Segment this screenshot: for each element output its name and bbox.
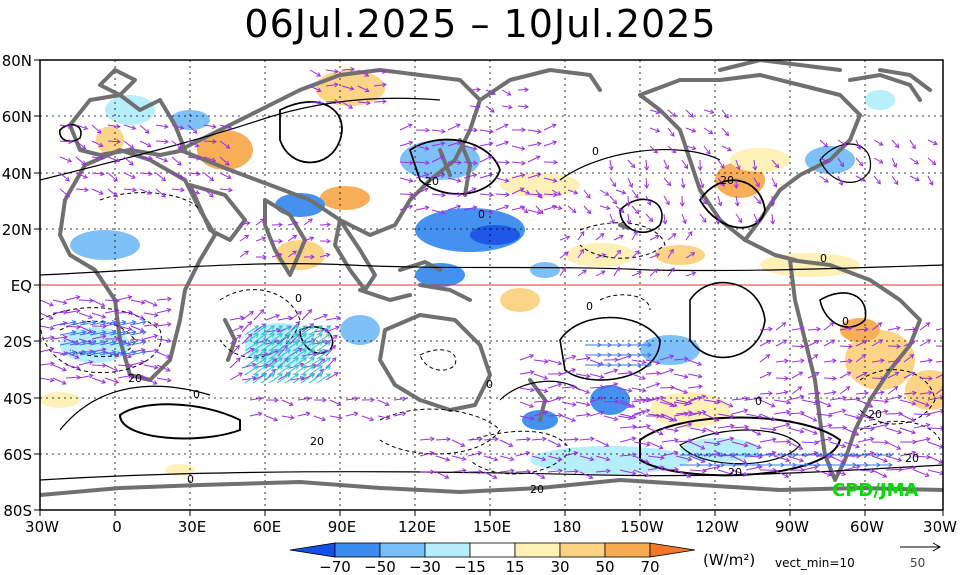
colorbar-segment: [514, 542, 561, 558]
colorbar-tick-label: 70: [640, 558, 659, 575]
colorbar-tick-label: 15: [505, 558, 524, 575]
contour-label: 20: [128, 372, 142, 385]
contour-label: 0: [193, 388, 200, 401]
units-label: (W/m²): [703, 551, 756, 569]
lon-label: 30W: [25, 518, 59, 536]
colorbar-segment: [469, 542, 516, 558]
contour-label: 20: [530, 483, 544, 496]
lon-label: 150E: [473, 518, 511, 536]
lat-label: EQ: [11, 277, 32, 295]
lon-label: 60E: [253, 518, 282, 536]
credit-label: CPD/JMA: [832, 480, 919, 501]
contour-label: 20: [728, 466, 742, 479]
contour-label: 20: [868, 408, 882, 421]
colorbar-tick-label: −30: [409, 558, 441, 575]
lat-label: 80S: [3, 502, 32, 520]
colorbar-segment: [559, 542, 606, 558]
colorbar-tick-label: −50: [364, 558, 396, 575]
lon-label: 90W: [775, 518, 809, 536]
reference-vector: [900, 542, 942, 552]
contour-label: 0: [586, 300, 593, 313]
colorbar-segment: [379, 542, 426, 558]
lon-label: 90E: [328, 518, 357, 536]
lat-label: 20S: [3, 333, 32, 351]
contour-label: 0: [820, 252, 827, 265]
colorbar-segment: [289, 542, 336, 558]
contour-label: 0: [478, 208, 485, 221]
colorbar-segment: [604, 542, 651, 558]
vector-min-label: vect_min=10: [775, 556, 855, 570]
colorbar-tick-label: 50: [595, 558, 614, 575]
colorbar-tick-label: −70: [319, 558, 351, 575]
contour-labels: 0 20 20 0 0 20 0 0 20 0 0 20 20 0 20 0 0…: [128, 145, 919, 496]
colorbar-segment: [424, 542, 471, 558]
contour-label: 20: [310, 435, 324, 448]
contour-label: 20: [720, 174, 734, 187]
wind-vectors-strong: [59, 320, 893, 468]
lon-label: 180: [553, 518, 582, 536]
graticule: [40, 60, 943, 510]
contour-label: 0: [486, 378, 493, 391]
colorbar: −70 −50 −30 −15 15 30 50 70: [289, 542, 696, 575]
axis-ticks: [34, 59, 944, 516]
contour-label: 0: [842, 315, 849, 328]
lon-label: 30E: [178, 518, 207, 536]
colorbar-segment: [649, 542, 696, 558]
coastlines: [40, 60, 943, 497]
contours-dashed: [40, 192, 941, 475]
lon-label: 60W: [850, 518, 884, 536]
contour-label: 0: [755, 395, 762, 408]
contour-label: 20: [905, 452, 919, 465]
lat-label: 60S: [3, 446, 32, 464]
lat-label: 80N: [2, 52, 32, 70]
lat-label: 40S: [3, 390, 32, 408]
lon-label: 120E: [398, 518, 436, 536]
lon-label: 120W: [695, 518, 739, 536]
lon-label: 150W: [620, 518, 664, 536]
contour-label: 20: [425, 175, 439, 188]
lon-label: 0: [112, 518, 122, 536]
colorbar-tick-label: 30: [550, 558, 569, 575]
lat-label: 20N: [2, 221, 32, 239]
wind-vectors-cyan: [244, 325, 332, 384]
contour-label: 0: [187, 473, 194, 486]
colorbar-tick-label: −15: [454, 558, 486, 575]
contour-label: 0: [295, 292, 302, 305]
longitude-labels: 30W 0 30E 60E 90E 120E 150E 180 150W 120…: [25, 518, 957, 536]
map-title: 06Jul.2025 – 10Jul.2025: [244, 2, 717, 46]
lon-label: 30W: [923, 518, 957, 536]
contour-label: 0: [592, 145, 599, 158]
lat-label: 60N: [2, 108, 32, 126]
contours-solid: [40, 97, 943, 481]
reference-vector-label: 50: [910, 556, 926, 570]
lat-label: 40N: [2, 165, 32, 183]
latitude-labels: 80N 60N 40N 20N EQ 20S 40S 60S 80S: [2, 52, 32, 520]
wind-vectors: [40, 66, 943, 479]
colorbar-segment: [334, 542, 381, 558]
